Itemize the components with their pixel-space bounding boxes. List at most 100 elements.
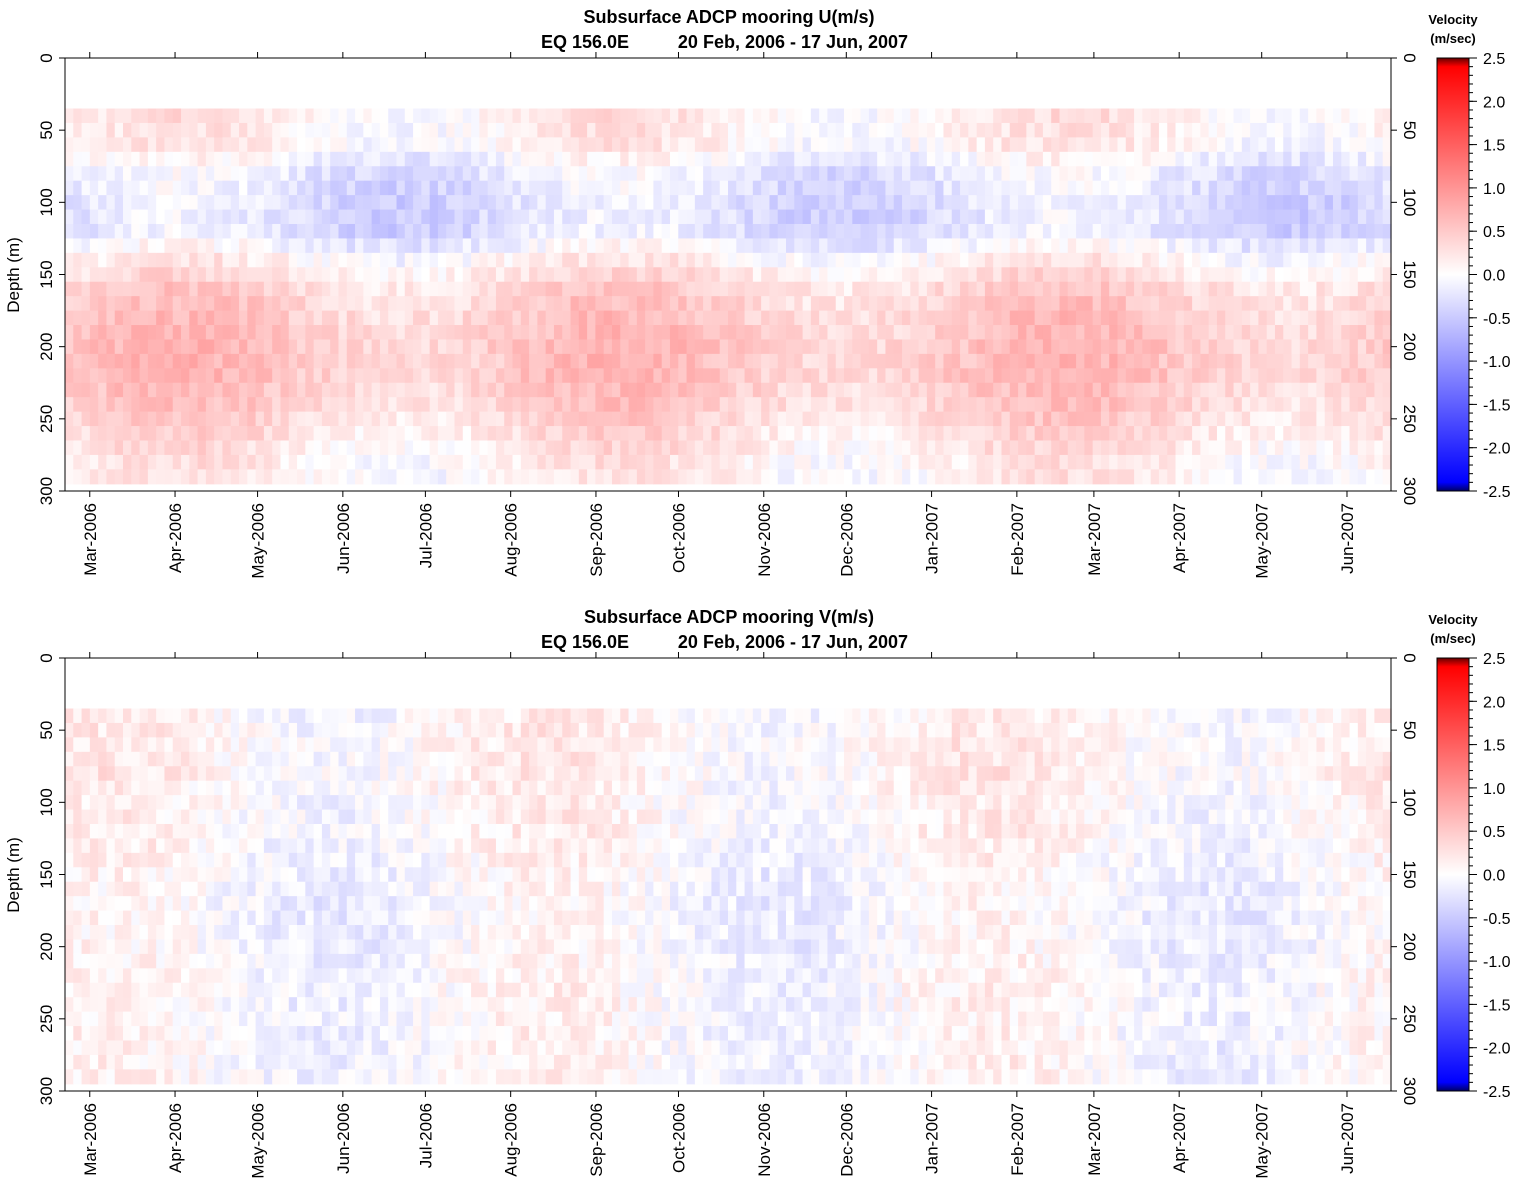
heatmap-cell <box>106 426 116 442</box>
heatmap-cell <box>1374 325 1384 341</box>
heatmap-cell <box>404 397 414 413</box>
heatmap-cell <box>205 896 215 912</box>
heatmap-cell <box>1258 151 1268 167</box>
heatmap-cell <box>669 426 679 442</box>
heatmap-cell <box>926 325 936 341</box>
heatmap-cell <box>280 310 290 326</box>
heatmap-cell <box>802 411 812 427</box>
heatmap-cell <box>462 122 472 138</box>
heatmap-cell <box>454 339 464 355</box>
heatmap-cell <box>446 382 456 398</box>
heatmap-cell <box>1183 339 1193 355</box>
heatmap-cell <box>902 238 911 254</box>
heatmap-cell <box>205 852 215 868</box>
heatmap-cell <box>197 737 207 753</box>
heatmap-cell <box>214 267 224 283</box>
heatmap-cell <box>1034 397 1044 413</box>
heatmap-cell <box>429 195 439 211</box>
heatmap-cell <box>255 780 265 796</box>
heatmap-cell <box>653 368 663 384</box>
heatmap-cell <box>239 881 248 897</box>
heatmap-cell <box>960 238 969 254</box>
heatmap-cell <box>520 310 530 326</box>
heatmap-cell <box>835 440 845 456</box>
heatmap-cell <box>553 122 563 138</box>
heatmap-cell <box>1216 108 1226 124</box>
heatmap-cell <box>960 166 969 182</box>
heatmap-cell <box>272 166 282 182</box>
heatmap-cell <box>81 252 91 268</box>
heatmap-cell <box>728 440 737 456</box>
heatmap-cell <box>98 469 108 485</box>
heatmap-cell <box>181 368 190 384</box>
heatmap-cell <box>628 252 638 268</box>
heatmap-cell <box>1034 281 1044 297</box>
heatmap-cell <box>487 281 497 297</box>
heatmap-cell <box>761 469 771 485</box>
heatmap-cell <box>247 997 257 1013</box>
heatmap-cell <box>363 353 373 369</box>
heatmap-cell <box>1291 108 1301 124</box>
heatmap-cell <box>553 137 563 153</box>
heatmap-cell <box>230 982 240 998</box>
heatmap-cell <box>1374 368 1384 384</box>
heatmap-cell <box>321 223 331 240</box>
heatmap-cell <box>777 411 787 427</box>
heatmap-cell <box>918 195 928 211</box>
heatmap-cell <box>951 469 961 485</box>
heatmap-cell <box>719 209 729 225</box>
heatmap-cell <box>239 838 248 854</box>
heatmap-cell <box>1283 426 1293 442</box>
heatmap-cell <box>960 122 969 138</box>
heatmap-cell <box>487 166 497 182</box>
heatmap-cell <box>562 440 572 456</box>
heatmap-cell <box>305 281 315 297</box>
heatmap-cell <box>230 910 240 926</box>
heatmap-cell <box>230 809 240 825</box>
heatmap-cell <box>786 339 795 355</box>
heatmap-cell <box>214 737 224 753</box>
heatmap-cell <box>562 411 572 427</box>
heatmap-cell <box>711 368 721 384</box>
heatmap-cell <box>454 122 464 138</box>
heatmap-cell <box>1051 325 1061 341</box>
heatmap-cell <box>1233 296 1243 312</box>
heatmap-cell <box>1225 382 1235 398</box>
heatmap-cell <box>1324 469 1334 485</box>
heatmap-cell <box>65 223 74 240</box>
heatmap-cell <box>1183 310 1193 326</box>
heatmap-cell <box>1299 339 1309 355</box>
heatmap-cell <box>653 281 663 297</box>
heatmap-cell <box>156 209 166 225</box>
heatmap-cell <box>214 751 224 767</box>
heatmap-cell <box>1084 339 1094 355</box>
heatmap-cell <box>769 137 779 153</box>
heatmap-cell <box>1349 397 1359 413</box>
heatmap-cell <box>636 426 646 442</box>
heatmap-cell <box>81 122 91 138</box>
heatmap-cell <box>902 122 911 138</box>
heatmap-cell <box>123 325 132 341</box>
heatmap-cell <box>73 1054 83 1070</box>
heatmap-cell <box>860 368 870 384</box>
heatmap-cell <box>1233 368 1243 384</box>
heatmap-cell <box>1167 339 1177 355</box>
heatmap-cell <box>636 382 646 398</box>
heatmap-cell <box>222 469 232 485</box>
heatmap-cell <box>1183 252 1193 268</box>
heatmap-cell <box>744 469 754 485</box>
heatmap-cell <box>537 339 547 355</box>
heatmap-cell <box>1134 166 1143 182</box>
heatmap-cell <box>156 411 166 427</box>
heatmap-cell <box>1067 440 1077 456</box>
heatmap-cell <box>147 397 157 413</box>
heatmap-cell <box>794 238 804 254</box>
heatmap-cell <box>810 339 820 355</box>
heatmap-cell <box>902 195 911 211</box>
heatmap-cell <box>1349 411 1359 427</box>
heatmap-cell <box>181 953 190 969</box>
heatmap-cell <box>1308 339 1318 355</box>
heatmap-cell <box>1266 382 1276 398</box>
heatmap-cell <box>926 411 936 427</box>
heatmap-cell <box>769 353 779 369</box>
